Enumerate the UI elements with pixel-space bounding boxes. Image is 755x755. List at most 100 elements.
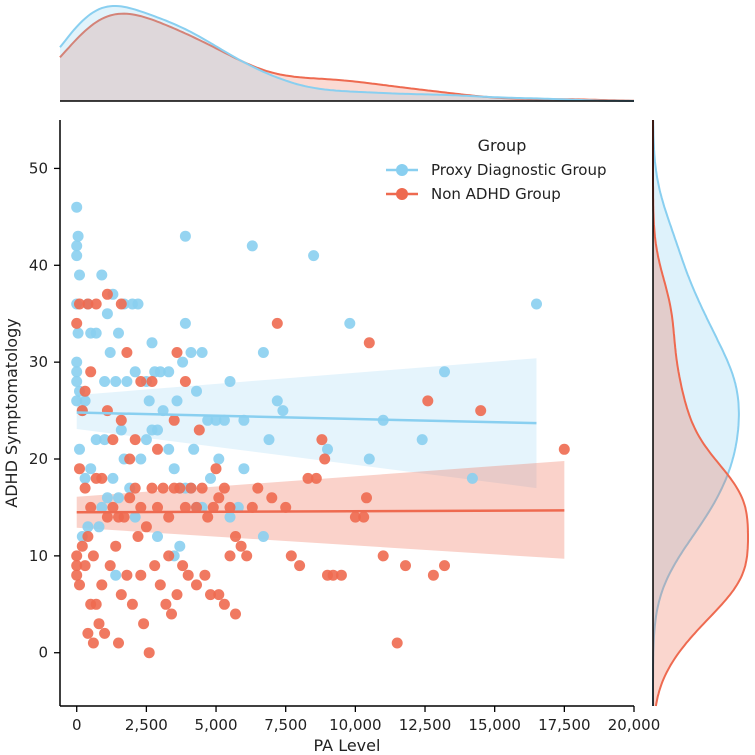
- data-point: [129, 366, 141, 378]
- data-point: [87, 550, 99, 562]
- data-point: [107, 472, 119, 484]
- data-point: [135, 453, 147, 465]
- data-point: [96, 472, 108, 484]
- data-point: [171, 347, 183, 358]
- data-point: [319, 453, 331, 465]
- data-point: [218, 482, 230, 494]
- data-point: [82, 298, 94, 310]
- data-point: [224, 501, 236, 513]
- data-point: [124, 492, 136, 504]
- data-point: [400, 560, 411, 572]
- regression-line-0: [76, 411, 537, 425]
- data-point: [377, 550, 389, 562]
- data-point: [90, 434, 102, 446]
- data-point: [140, 434, 152, 446]
- data-point: [246, 501, 258, 513]
- data-point: [76, 540, 88, 552]
- data-point: [93, 521, 105, 533]
- x-tick-label: 7,500: [264, 716, 307, 734]
- data-point: [152, 443, 163, 455]
- x-tick-label: 20,000: [608, 716, 661, 734]
- data-point: [439, 560, 450, 572]
- data-point: [82, 531, 94, 542]
- data-point: [207, 501, 219, 513]
- data-point: [202, 414, 214, 426]
- data-point: [416, 434, 428, 446]
- data-point: [218, 598, 230, 610]
- data-point: [531, 298, 542, 310]
- data-point: [129, 434, 141, 446]
- data-point: [71, 560, 83, 572]
- data-point: [104, 347, 116, 358]
- data-point: [143, 647, 155, 659]
- data-point: [168, 463, 180, 475]
- data-point: [308, 250, 320, 262]
- data-point: [118, 511, 130, 523]
- data-point: [154, 579, 166, 591]
- right-kde-line-0: [652, 119, 740, 706]
- data-point: [344, 317, 356, 329]
- data-point: [79, 560, 91, 572]
- data-point: [132, 531, 144, 542]
- x-tick-label: 10,000: [329, 716, 382, 734]
- data-point: [121, 569, 133, 581]
- data-point: [191, 385, 202, 397]
- data-point: [163, 550, 175, 562]
- data-point: [140, 521, 152, 533]
- data-point: [363, 337, 375, 349]
- ci-band-1: [76, 460, 565, 559]
- data-point: [163, 511, 175, 523]
- data-point: [82, 627, 94, 639]
- top-kde-line-0: [59, 5, 635, 102]
- top-marginal-kde: [59, 5, 635, 102]
- data-point: [107, 501, 119, 513]
- data-point: [277, 405, 289, 417]
- data-point: [115, 424, 127, 436]
- data-point: [266, 492, 278, 504]
- data-point: [71, 376, 83, 387]
- data-point: [199, 569, 211, 581]
- data-point: [121, 376, 133, 387]
- data-point: [188, 443, 200, 455]
- data-point: [427, 569, 439, 581]
- y-tick-label: 10: [29, 547, 48, 565]
- data-point: [107, 434, 119, 446]
- data-point: [335, 569, 347, 581]
- data-point: [96, 501, 108, 513]
- data-point: [110, 540, 122, 552]
- data-point: [90, 598, 102, 610]
- data-point: [110, 569, 122, 581]
- data-point: [166, 608, 177, 620]
- data-point: [74, 443, 85, 455]
- data-point: [152, 501, 163, 513]
- data-point: [174, 482, 186, 494]
- legend-label-proxy: Proxy Diagnostic Group: [431, 161, 607, 179]
- y-tick-label: 20: [29, 450, 48, 468]
- data-point: [439, 366, 450, 378]
- data-point: [90, 298, 102, 310]
- data-point: [171, 395, 183, 407]
- data-point: [82, 521, 94, 533]
- data-point: [85, 501, 97, 513]
- x-tick-label: 5,000: [195, 716, 238, 734]
- data-point: [72, 327, 84, 339]
- x-axis-label: PA Level: [314, 736, 381, 755]
- data-point: [213, 589, 225, 601]
- data-point: [149, 560, 161, 572]
- data-point: [90, 327, 102, 339]
- data-point: [193, 424, 205, 436]
- data-point: [110, 376, 122, 387]
- data-point: [96, 269, 108, 281]
- data-point: [157, 482, 169, 494]
- data-point: [71, 250, 83, 262]
- data-point: [179, 376, 191, 387]
- data-point: [185, 482, 197, 494]
- data-point: [294, 560, 306, 572]
- data-point: [196, 482, 208, 494]
- data-point: [71, 201, 83, 213]
- data-point: [271, 317, 283, 329]
- x-axis-ticks: 0 2,500 5,000 7,500 10,000 12,500 15,000 17,500…: [72, 706, 660, 734]
- data-point: [391, 637, 403, 649]
- y-tick-label: 40: [29, 256, 48, 274]
- data-point: [213, 453, 225, 465]
